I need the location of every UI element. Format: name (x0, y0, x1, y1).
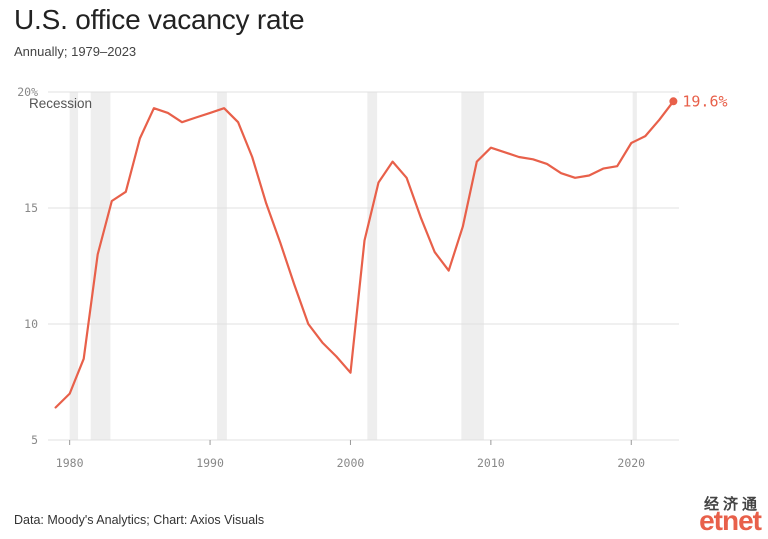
y-axis-ticks: 5 10 15 20% (17, 85, 38, 447)
recession-band (69, 92, 79, 440)
end-value-label: 19.6% (682, 92, 727, 110)
logo-chinese-text: 经济通 (703, 495, 761, 513)
chart-title: U.S. office vacancy rate (14, 4, 305, 35)
recession-band (461, 92, 484, 440)
recession-label: Recession (29, 96, 92, 111)
series-line (54, 100, 675, 409)
recession-band (367, 92, 378, 440)
x-tick-label: 2000 (337, 456, 365, 470)
x-tick-label: 1990 (196, 456, 224, 470)
chart-subtitle: Annually; 1979–2023 (14, 44, 137, 59)
series-layer: 19.6% (54, 92, 728, 409)
x-tick-label: 1980 (56, 456, 84, 470)
source-note: Data: Moody's Analytics; Chart: Axios Vi… (14, 513, 265, 527)
y-tick-label: 15 (24, 201, 38, 215)
etnet-logo: 经济通 etnet (681, 493, 765, 539)
recession-band (217, 92, 227, 440)
y-tick-label: 10 (24, 317, 38, 331)
x-tick-label: 2010 (477, 456, 505, 470)
logo-english-text: etnet (699, 505, 762, 536)
recession-band (632, 92, 637, 440)
x-tick-label: 2020 (617, 456, 645, 470)
end-point-marker (669, 97, 678, 106)
gridlines (48, 91, 679, 441)
x-axis-ticks: 1980 1990 2000 2010 2020 (56, 440, 645, 470)
recession-bands (69, 92, 637, 440)
y-tick-label: 5 (31, 433, 38, 447)
y-tick-label: 20% (17, 85, 38, 99)
recession-band (90, 92, 111, 440)
